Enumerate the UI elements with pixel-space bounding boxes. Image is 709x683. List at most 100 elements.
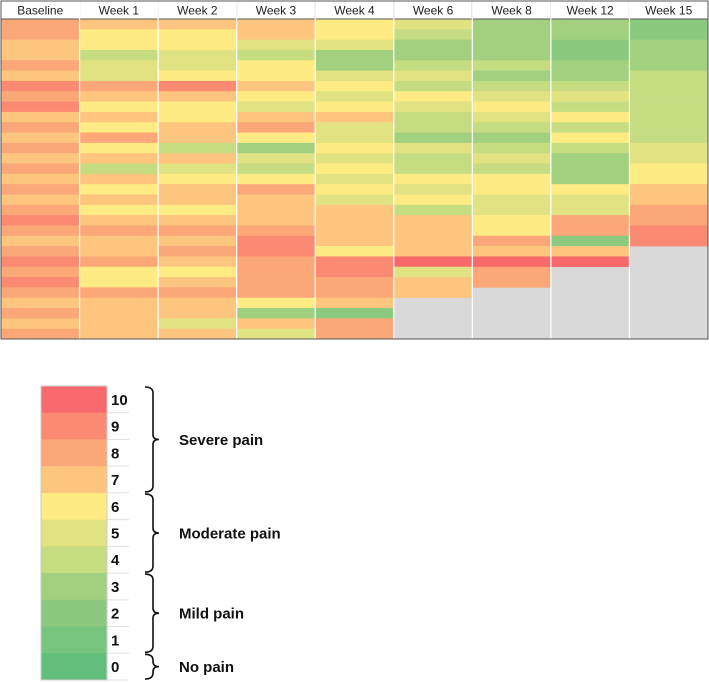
- heatmap-cell: [393, 70, 473, 82]
- heatmap-cell: [550, 163, 630, 175]
- heatmap-cell: [79, 225, 159, 237]
- heatmap-cell: [315, 153, 395, 164]
- heatmap-cell: [79, 328, 159, 340]
- legend-value-label: 6: [111, 499, 119, 516]
- heatmap-cell: [315, 19, 395, 30]
- heatmap-cell: [79, 308, 159, 319]
- heatmap-cell: [472, 266, 552, 278]
- heatmap-cell: [629, 184, 709, 195]
- heatmap-cell: [79, 215, 159, 226]
- heatmap-cell: [550, 194, 630, 206]
- heatmap-cell: [1, 246, 80, 257]
- heatmap-cell: [158, 308, 237, 319]
- heatmap-cell: [315, 266, 395, 278]
- heatmap-cell: [1, 91, 80, 102]
- heatmap-cell: [472, 173, 552, 185]
- heatmap-cell: [629, 91, 709, 102]
- heatmap-cell: [629, 142, 709, 154]
- legend-value-label: 3: [111, 579, 119, 596]
- heatmap-cell: [236, 132, 316, 144]
- heatmap-cell: [472, 91, 552, 102]
- heatmap-cell: [393, 49, 473, 61]
- heatmap-cell: [472, 60, 552, 71]
- heatmap-cell: [315, 308, 395, 319]
- heatmap-cell: [393, 266, 473, 278]
- heatmap-cell: [1, 297, 80, 309]
- heatmap-cell: [79, 49, 159, 61]
- heatmap-cell: [315, 277, 395, 288]
- heatmap-cell: [79, 101, 159, 113]
- heatmap-cell: [236, 277, 316, 288]
- heatmap-cell: [315, 246, 395, 257]
- heatmap-cell: [79, 287, 159, 299]
- heatmap-cell: [236, 215, 316, 226]
- heatmap-cell: [1, 163, 80, 175]
- category-label: Severe pain: [179, 432, 263, 449]
- heatmap-cell: [393, 163, 473, 175]
- heatmap-cell: [236, 297, 316, 309]
- column-header-label: Week 2: [177, 4, 218, 18]
- heatmap-cell: [236, 101, 316, 113]
- heatmap-cell: [79, 39, 159, 51]
- heatmap-cell: [472, 39, 552, 51]
- heatmap-cell: [158, 266, 237, 278]
- heatmap-cell: [79, 204, 159, 216]
- heatmap-cell: [472, 153, 552, 164]
- heatmap-cell: [1, 215, 80, 226]
- heatmap-cell: [1, 308, 80, 319]
- legend-value-label: 7: [111, 472, 119, 489]
- heatmap-cell: [236, 163, 316, 175]
- heatmap-cell: [472, 70, 552, 82]
- heatmap-cell: [158, 60, 237, 71]
- heatmap-cell: [79, 194, 159, 206]
- heatmap-cell: [550, 29, 630, 40]
- heatmap-cell: [315, 235, 395, 247]
- heatmap-cell: [79, 318, 159, 329]
- heatmap-cell: [629, 215, 709, 226]
- heatmap-cell: [236, 225, 316, 237]
- legend-swatch: [41, 519, 107, 547]
- heatmap-cell: [393, 194, 473, 206]
- heatmap-cell: [393, 60, 473, 71]
- heatmap-cell: [472, 235, 552, 247]
- heatmap-cell: [472, 19, 552, 30]
- heatmap-cell: [393, 184, 473, 195]
- legend-swatch: [41, 439, 107, 467]
- legend-swatch: [41, 466, 107, 494]
- heatmap-cell: [236, 318, 316, 329]
- heatmap-cell: [79, 122, 159, 133]
- legend-value-label: 0: [111, 659, 119, 676]
- heatmap-cell: [315, 163, 395, 175]
- heatmap-cell: [158, 287, 237, 299]
- heatmap-cell: [79, 173, 159, 185]
- heatmap-cell: [629, 29, 709, 40]
- heatmap-cell: [1, 173, 80, 185]
- heatmap-cell: [1, 256, 80, 268]
- heatmap-cell: [315, 184, 395, 195]
- heatmap-frame: [0, 0, 709, 340]
- heatmap-cell: [1, 142, 80, 154]
- heatmap-cell: [629, 235, 709, 247]
- heatmap-cell: [236, 328, 316, 340]
- heatmap-cell: [629, 163, 709, 175]
- heatmap-cell: [158, 204, 237, 216]
- column-header-label: Week 1: [99, 4, 140, 18]
- heatmap-cell: [158, 132, 237, 144]
- heatmap-cell: [1, 153, 80, 164]
- heatmap-cell: [629, 60, 709, 71]
- heatmap-cell: [629, 173, 709, 185]
- heatmap-cell: [79, 29, 159, 40]
- heatmap-cell: [315, 80, 395, 92]
- legend-value-label: 5: [111, 526, 119, 543]
- heatmap-cell: [158, 101, 237, 113]
- heatmap-cell: [158, 235, 237, 247]
- heatmap-cell: [629, 39, 709, 51]
- heatmap-cell: [629, 225, 709, 237]
- heatmap-cell: [158, 215, 237, 226]
- column-header-label: Week 15: [645, 4, 692, 18]
- heatmap-cell: [472, 163, 552, 175]
- legend-swatch: [41, 386, 107, 414]
- heatmap-cell: [393, 29, 473, 40]
- heatmap-cell: [1, 29, 80, 40]
